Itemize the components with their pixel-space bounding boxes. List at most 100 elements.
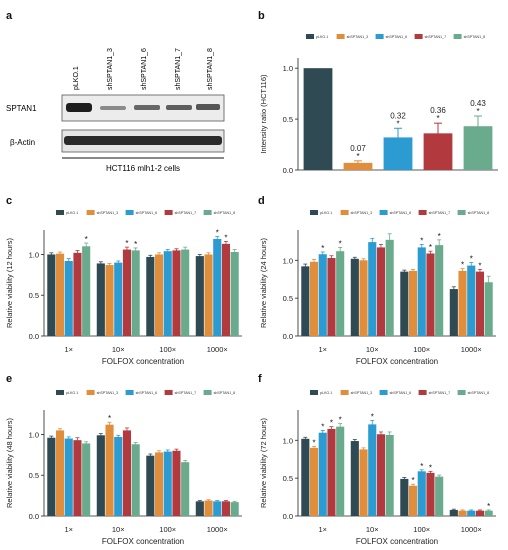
bar-shsptan1-6-1 — [64, 438, 73, 516]
bar-plko-1-100 — [400, 478, 409, 516]
bar-shsptan1-6-100 — [163, 251, 172, 336]
significance-star: * — [339, 239, 342, 248]
bar-plko-1-1 — [301, 266, 310, 336]
legend-label-shsptan1-3: shSPTAN1_3 — [351, 211, 373, 215]
x-tick-label-1: 1× — [64, 345, 73, 354]
legend-swatch-shsptan1-6 — [375, 34, 384, 39]
legend-swatch-plko-1 — [56, 390, 64, 395]
legend-label-shsptan1-7: shSPTAN1_7 — [429, 211, 451, 215]
bar-shsptan1-3-10 — [105, 424, 114, 516]
legend-swatch-shsptan1-3 — [86, 210, 95, 215]
significance-star: * — [411, 476, 414, 485]
legend-swatch-plko-1 — [306, 34, 314, 39]
bar-shsptan1-3-1 — [55, 253, 65, 336]
significance-star: * — [436, 114, 439, 123]
legend-swatch-shsptan1-6 — [379, 390, 388, 395]
legend-label-shsptan1-3: shSPTAN1_3 — [97, 211, 119, 215]
legend-label-shsptan1-6: shSPTAN1_6 — [386, 35, 408, 39]
bar-plko-1-100 — [146, 455, 155, 516]
x-axis-title: FOLFOX concentration — [356, 537, 438, 546]
row-label-actin: β-Actin — [10, 138, 35, 147]
lane-label-sh3: shSPTAN1_3 — [107, 48, 114, 90]
bar-shsptan1-8-1000 — [484, 282, 493, 336]
y-tick-label: 0.5 — [29, 291, 39, 300]
panel-letter-d: d — [258, 195, 265, 207]
bar-plko-1 — [303, 68, 333, 170]
bar-shsptan1-7-1000 — [475, 510, 485, 516]
bar-shsptan1-7-1 — [73, 440, 82, 516]
x-tick-label-2: 10× — [366, 345, 379, 354]
x-tick-label-3: 100× — [413, 525, 430, 534]
y-tick-label: 1.0 — [283, 436, 293, 445]
x-axis-title: FOLFOX concentration — [102, 537, 184, 546]
x-axis-title: FOLFOX concentration — [356, 357, 438, 366]
legend-label-shsptan1-6: shSPTAN1_6 — [390, 211, 412, 215]
significance-star: * — [85, 235, 88, 244]
significance-star: * — [216, 229, 219, 238]
significance-star: * — [330, 419, 333, 428]
bar-shsptan1-7-1000 — [221, 501, 231, 516]
bar-plko-1-10 — [350, 441, 359, 516]
y-axis-title: Intensity ratio (HCT116) — [259, 74, 268, 154]
bar-shsptan1-6-100 — [417, 471, 426, 516]
bar-shsptan1-3-1000 — [204, 500, 213, 516]
legend-swatch-plko-1 — [310, 210, 318, 215]
y-tick-label: 0.0 — [29, 332, 39, 341]
legend-swatch-shsptan1-8 — [453, 34, 462, 39]
bar-plko-1-1000 — [449, 289, 458, 336]
significance-star: * — [125, 239, 128, 248]
x-tick-label-4: 1000× — [207, 525, 228, 534]
significance-star: * — [224, 233, 227, 242]
chart-c-viability-12h: pLKO.1 shSPTAN1_3 shSPTAN1_6 shSPTAN1_7 shSP… — [5, 210, 242, 366]
bar-shsptan1-8-1000 — [230, 502, 239, 516]
y-axis-title: Relative viability (72 hours) — [259, 417, 268, 508]
bar-plko-1-1 — [47, 437, 56, 516]
bar-shsptan1-3-100 — [408, 485, 418, 516]
panel-letter-b: b — [258, 10, 265, 22]
significance-star: * — [476, 107, 479, 116]
significance-star: * — [478, 261, 481, 270]
bar-shsptan1-7-10 — [376, 434, 386, 516]
y-tick-label: 0.0 — [283, 332, 293, 341]
bar-shsptan1-6-100 — [417, 247, 426, 336]
bar-shsptan1-7-100 — [426, 253, 435, 336]
significance-star: * — [321, 422, 324, 431]
bar-shsptan1-7-1000 — [221, 243, 231, 336]
bar-shsptan1-6-1000 — [213, 238, 222, 336]
bar-shsptan1-8-1 — [336, 426, 345, 516]
cell-line-label: HCT116 mlh1-2 cells — [106, 164, 180, 173]
legend-swatch-plko-1 — [310, 390, 318, 395]
bar-shsptan1-7-100 — [172, 450, 181, 516]
significance-star: * — [487, 502, 490, 511]
bar-shsptan1-6-1 — [318, 432, 327, 516]
x-tick-label-4: 1000× — [461, 345, 482, 354]
x-tick-label-4: 1000× — [207, 345, 228, 354]
significance-star: * — [339, 416, 342, 425]
bar-plko-1-10 — [96, 263, 105, 336]
legend-label-plko-1: pLKO.1 — [66, 211, 78, 215]
bar-shsptan1-6-1000 — [213, 501, 222, 516]
data-label-shsptan1-7: 0.36 — [430, 106, 446, 115]
bar-shsptan1-8-100 — [435, 476, 444, 516]
lane-label-sh8: shSPTAN1_8 — [207, 48, 214, 90]
bar-plko-1-1000 — [195, 256, 204, 336]
sptan1-band-sh7 — [166, 105, 192, 110]
bar-plko-1-10 — [350, 258, 359, 336]
bar-plko-1-1 — [301, 438, 310, 516]
significance-star: * — [470, 255, 473, 264]
legend-swatch-shsptan1-3 — [340, 390, 349, 395]
significance-star: * — [438, 232, 441, 241]
x-tick-label-2: 10× — [112, 525, 125, 534]
y-tick-label: 0.0 — [283, 512, 293, 521]
chart-b-intensity: pLKO.1 shSPTAN1_3 shSPTAN1_6 shSPTAN1_7 shSP… — [259, 34, 498, 175]
bar-plko-1-1000 — [195, 501, 204, 516]
legend-label-shsptan1-3: shSPTAN1_3 — [351, 391, 373, 395]
legend-swatch-shsptan1-7 — [164, 390, 173, 395]
lane-label-sh6: shSPTAN1_6 — [141, 48, 148, 90]
bar-plko-1-1 — [47, 254, 56, 336]
x-tick-label-2: 10× — [112, 345, 125, 354]
bar-shsptan1-8-1 — [82, 246, 91, 336]
bar-shsptan1-8-100 — [181, 462, 190, 516]
bar-shsptan1-3-1000 — [204, 254, 213, 336]
legend-label-plko-1: pLKO.1 — [320, 391, 332, 395]
